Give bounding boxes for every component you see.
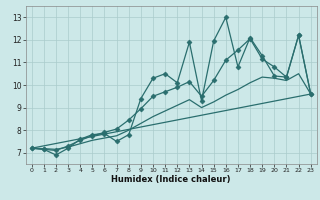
X-axis label: Humidex (Indice chaleur): Humidex (Indice chaleur) (111, 175, 231, 184)
